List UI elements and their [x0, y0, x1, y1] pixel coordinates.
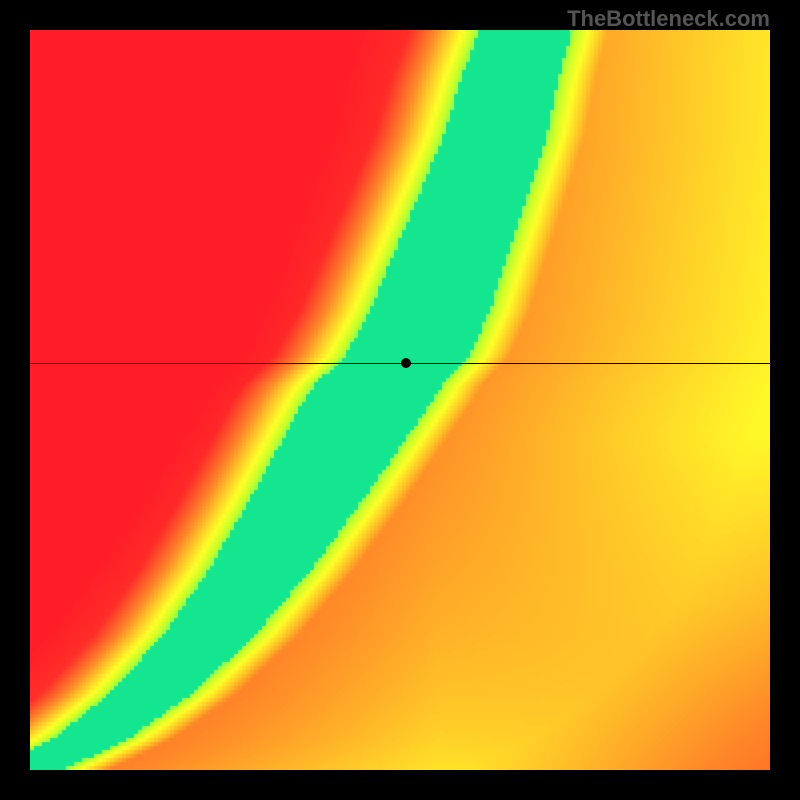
- crosshair-dot: [401, 358, 411, 368]
- crosshair-vertical: [406, 770, 407, 800]
- heatmap-canvas: [30, 30, 770, 770]
- watermark-text: TheBottleneck.com: [567, 6, 770, 32]
- chart-container: TheBottleneck.com: [0, 0, 800, 800]
- plot-area: [30, 30, 770, 770]
